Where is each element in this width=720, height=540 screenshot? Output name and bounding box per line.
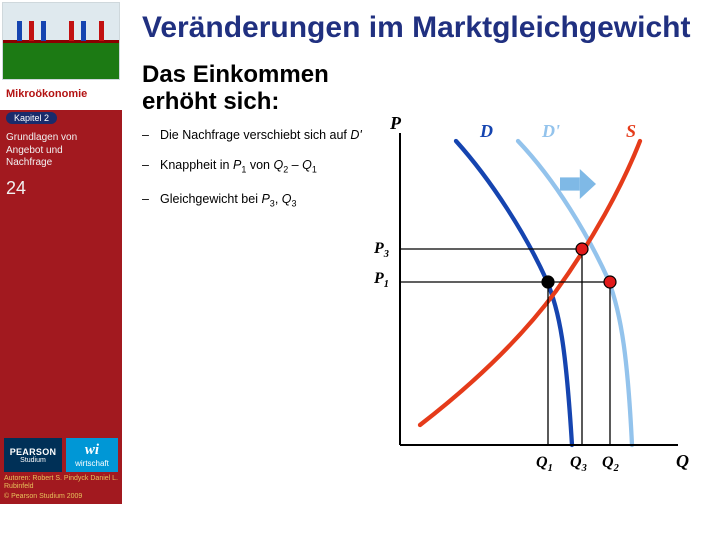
pearson-logo: PEARSON Studium bbox=[4, 438, 62, 472]
shift-arrow-icon bbox=[560, 169, 596, 199]
author-credits: Autoren: Robert S. Pindyck Daniel L. Rub… bbox=[0, 474, 122, 493]
publisher-logos: PEARSON Studium wi wirtschaft Autoren: R… bbox=[0, 436, 122, 500]
page-title: Veränderungen im Marktgleichgewicht bbox=[142, 12, 702, 44]
label-q2: Q2 bbox=[602, 454, 619, 474]
brand-label: Mikroökonomie bbox=[0, 82, 122, 110]
label-d: D bbox=[479, 121, 493, 141]
page-number: 24 bbox=[6, 178, 26, 199]
label-s: S bbox=[626, 121, 636, 141]
label-p3: P3 bbox=[373, 240, 389, 260]
label-dp: D' bbox=[541, 121, 560, 141]
wi-logo: wi wirtschaft bbox=[66, 438, 118, 472]
copyright: © Pearson Studium 2009 bbox=[0, 493, 122, 504]
chapter-panel: Kapitel 2 Grundlagen von Angebot und Nac… bbox=[0, 110, 122, 500]
bullet-2: Knappheit in P1 von Q2 – Q1 bbox=[142, 157, 372, 176]
subheading: Das Einkommen erhöht sich: bbox=[142, 62, 362, 115]
dot-new-eq bbox=[576, 243, 588, 255]
chart-svg: P Q D D' S P3 P1 Q1 Q3 Q2 bbox=[360, 110, 698, 490]
dot-old-eq bbox=[542, 276, 554, 288]
label-p: P bbox=[389, 113, 402, 133]
dot-shortage bbox=[604, 276, 616, 288]
slide-root: Mikroökonomie Kapitel 2 Grundlagen von A… bbox=[0, 0, 720, 540]
label-q3: Q3 bbox=[570, 454, 587, 474]
bullet-3: Gleichgewicht bei P3, Q3 bbox=[142, 191, 372, 210]
label-p1: P1 bbox=[373, 270, 389, 290]
sidebar: Mikroökonomie Kapitel 2 Grundlagen von A… bbox=[0, 0, 122, 540]
content-area: Veränderungen im Marktgleichgewicht Das … bbox=[122, 0, 720, 540]
header-image bbox=[2, 2, 120, 80]
label-q: Q bbox=[676, 451, 689, 471]
supply-demand-chart: P Q D D' S P3 P1 Q1 Q3 Q2 bbox=[360, 110, 698, 490]
chapter-title: Grundlagen von Angebot und Nachfrage bbox=[6, 132, 106, 170]
label-q1: Q1 bbox=[536, 454, 553, 474]
chapter-pill: Kapitel 2 bbox=[6, 112, 57, 124]
bullet-1: Die Nachfrage verschiebt sich auf D' bbox=[142, 127, 372, 143]
bullet-list: Die Nachfrage verschiebt sich auf D' Kna… bbox=[142, 127, 372, 210]
